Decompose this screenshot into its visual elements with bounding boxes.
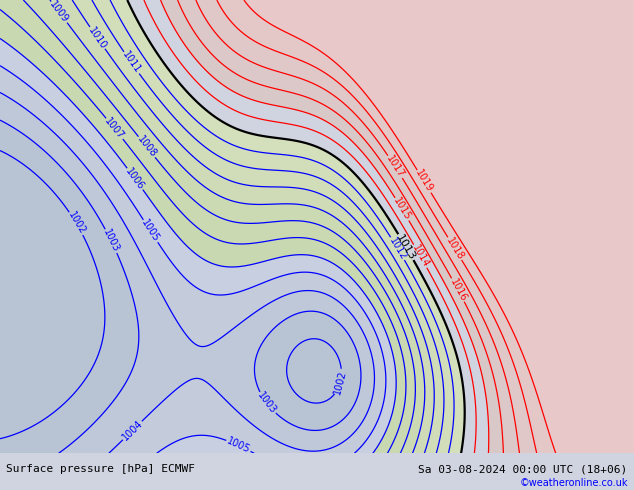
Text: 1002: 1002	[66, 210, 87, 237]
Text: 1016: 1016	[448, 277, 469, 303]
Text: 1007: 1007	[103, 116, 126, 141]
Text: ©weatheronline.co.uk: ©weatheronline.co.uk	[519, 478, 628, 488]
Text: 1011: 1011	[120, 50, 143, 75]
Text: 1018: 1018	[444, 236, 465, 262]
Text: 1013: 1013	[394, 232, 417, 262]
Text: 1004: 1004	[120, 418, 145, 442]
Text: 1003: 1003	[256, 391, 278, 416]
Text: 1003: 1003	[101, 228, 121, 254]
Text: 1012: 1012	[387, 236, 408, 262]
Text: 1008: 1008	[135, 134, 158, 160]
Text: Sa 03-08-2024 00:00 UTC (18+06): Sa 03-08-2024 00:00 UTC (18+06)	[418, 465, 628, 474]
Text: 1005: 1005	[139, 218, 162, 244]
Text: 1006: 1006	[124, 166, 146, 192]
Text: 1015: 1015	[391, 196, 413, 222]
Text: 1005: 1005	[225, 436, 252, 455]
Text: Surface pressure [hPa] ECMWF: Surface pressure [hPa] ECMWF	[6, 465, 195, 474]
Text: 1002: 1002	[332, 369, 348, 395]
Text: 1014: 1014	[410, 243, 430, 270]
Text: 1017: 1017	[384, 154, 406, 180]
Text: 1019: 1019	[413, 168, 435, 195]
Text: 1010: 1010	[86, 25, 108, 51]
Text: 1009: 1009	[48, 0, 70, 25]
